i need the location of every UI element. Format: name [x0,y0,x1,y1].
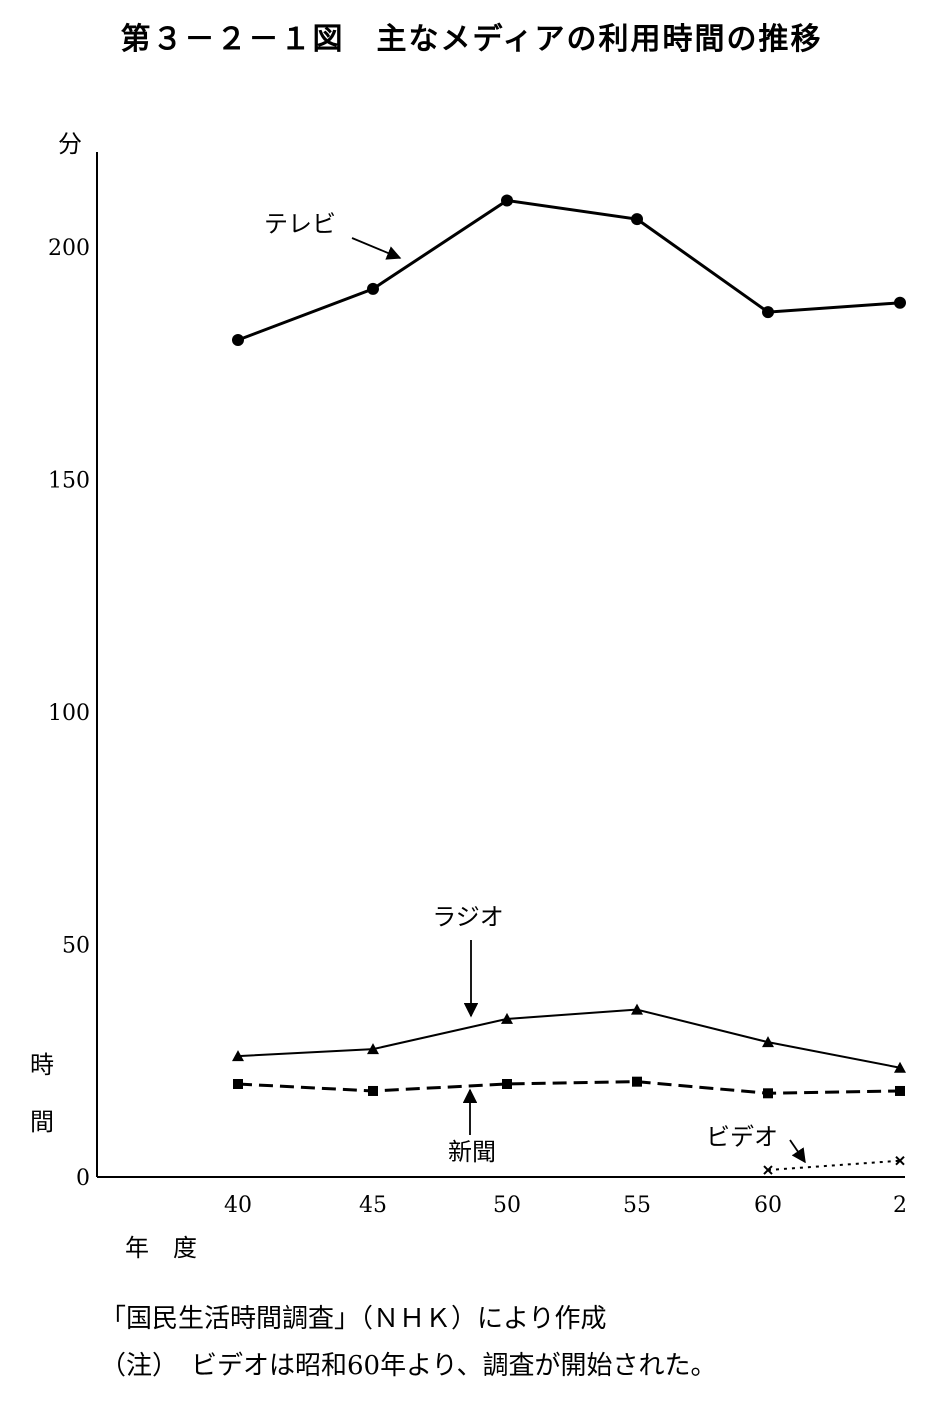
x-tick-label: 45 [359,1193,387,1218]
series-label: ラジオ [432,903,504,931]
source-note: 「国民生活時間調査」（ＮＨＫ）により作成 [100,1304,607,1334]
point-marker [763,1088,773,1099]
point-marker [232,1050,244,1062]
point-marker [233,1079,243,1089]
point-marker [894,296,906,309]
point-marker [367,282,379,295]
point-marker [501,1012,513,1024]
point-marker [894,1061,906,1073]
point-marker [368,1085,378,1096]
point-marker [631,213,643,226]
point-marker [501,194,513,207]
y-axis-label-2: 間 [30,1108,54,1136]
label-arrow [789,1139,806,1164]
series-line [767,1159,901,1172]
x-tick-label: 60 [754,1193,782,1218]
y-axis-label-1: 時 [30,1051,54,1079]
series-label: ビデオ [706,1123,778,1151]
point-marker [232,334,244,346]
label-arrow [351,237,402,260]
x-tick-label: 40 [224,1193,252,1218]
x-tick-label: 2 [893,1193,907,1218]
x-tick-label: 50 [493,1193,521,1218]
y-unit-label: 分 [58,130,82,158]
point-marker [895,1156,905,1166]
point-marker [762,306,774,319]
y-tick-label: 200 [48,236,90,261]
point-marker [895,1085,905,1096]
point-marker [502,1079,512,1089]
y-tick-label: 50 [62,934,90,959]
chart-title: 第３－２－１図 主なメディアの利用時間の推移 [120,22,823,57]
point-marker [367,1043,379,1055]
series-line [237,1080,901,1095]
x-ticks: 40 45 50 55 60 2 [224,1193,907,1218]
y-ticks: 0 50 100 150 200 [48,236,90,1191]
x-axis-label: 年 度 [125,1234,197,1262]
point-marker [631,1003,643,1015]
series-line [237,198,901,342]
footnote: （注） ビデオは昭和60年より、調査が開始された。 [100,1351,717,1381]
point-marker [762,1036,774,1048]
series-label: テレビ [264,210,336,238]
y-tick-label: 0 [76,1166,90,1191]
point-marker [632,1076,642,1087]
y-tick-label: 100 [48,701,90,726]
point-marker [763,1165,773,1175]
series [232,194,906,1175]
y-tick-label: 150 [48,469,90,494]
series-label: 新聞 [448,1138,496,1166]
x-tick-label: 55 [623,1193,651,1218]
series-line [237,1008,901,1069]
